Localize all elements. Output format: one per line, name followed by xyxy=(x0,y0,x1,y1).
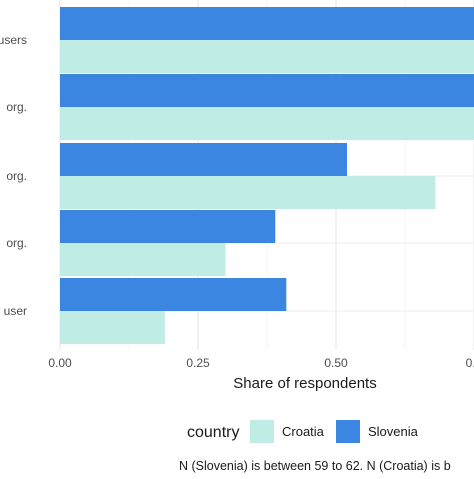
x-tick-label: 0.7 xyxy=(466,356,474,370)
legend-label-croatia: Croatia xyxy=(282,424,325,439)
x-tick-label: 0.50 xyxy=(324,356,348,370)
bar-croatia xyxy=(60,243,226,276)
bar-slovenia xyxy=(60,74,474,107)
legend: country Croatia Slovenia xyxy=(187,420,419,443)
y-tick-label: org. xyxy=(6,169,27,183)
legend-label-slovenia: Slovenia xyxy=(368,424,419,439)
bar-slovenia xyxy=(60,278,287,311)
bar-slovenia xyxy=(60,210,276,243)
x-tick-label: 0.25 xyxy=(186,356,210,370)
bars xyxy=(60,7,474,344)
bar-croatia xyxy=(60,311,165,344)
y-tick-label: users xyxy=(0,33,27,47)
legend-key-croatia xyxy=(250,420,274,443)
bar-croatia xyxy=(60,176,436,209)
y-tick-label: user xyxy=(4,304,27,318)
bar-slovenia xyxy=(60,7,474,40)
y-tick-label: org. xyxy=(6,100,27,114)
caption: N (Slovenia) is between 59 to 62. N (Cro… xyxy=(179,459,451,473)
bar-croatia xyxy=(60,107,474,140)
legend-key-slovenia xyxy=(336,420,360,443)
bar-slovenia xyxy=(60,143,348,176)
x-tick-label: 0.00 xyxy=(48,356,72,370)
x-axis-title: Share of respondents xyxy=(233,375,376,392)
bar-croatia xyxy=(60,40,474,73)
x-tick-labels: 0.00 0.25 0.50 0.7 xyxy=(48,356,474,370)
y-tick-label: org. xyxy=(6,236,27,250)
y-tick-labels: users org. org. org. user xyxy=(0,33,27,318)
legend-title: country xyxy=(187,424,239,441)
